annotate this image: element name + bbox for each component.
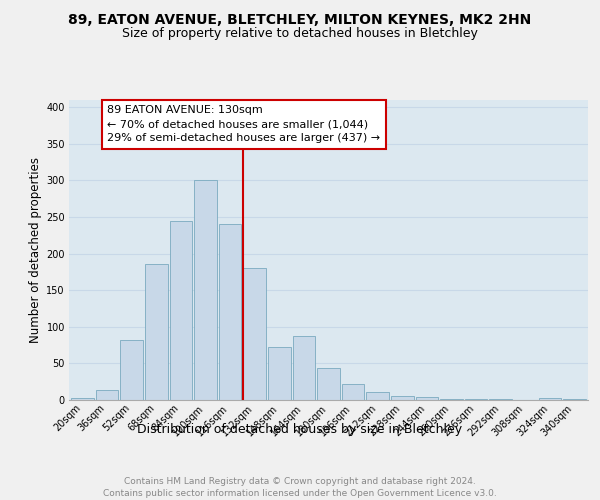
Bar <box>293 336 315 400</box>
Bar <box>219 224 241 400</box>
Bar <box>121 340 143 400</box>
Bar <box>244 268 266 400</box>
Bar <box>416 397 438 400</box>
Bar <box>170 222 192 400</box>
Bar <box>391 396 413 400</box>
Text: Size of property relative to detached houses in Bletchley: Size of property relative to detached ho… <box>122 28 478 40</box>
Bar <box>440 398 463 400</box>
Bar <box>145 264 167 400</box>
Text: Distribution of detached houses by size in Bletchley: Distribution of detached houses by size … <box>137 422 463 436</box>
Bar <box>71 398 94 400</box>
Bar <box>194 180 217 400</box>
Text: 89 EATON AVENUE: 130sqm
← 70% of detached houses are smaller (1,044)
29% of semi: 89 EATON AVENUE: 130sqm ← 70% of detache… <box>107 105 380 143</box>
Bar <box>96 390 118 400</box>
Bar <box>465 398 487 400</box>
Y-axis label: Number of detached properties: Number of detached properties <box>29 157 42 343</box>
Bar <box>317 368 340 400</box>
Bar <box>268 346 290 400</box>
Bar <box>539 398 561 400</box>
Bar <box>367 392 389 400</box>
Text: 89, EATON AVENUE, BLETCHLEY, MILTON KEYNES, MK2 2HN: 89, EATON AVENUE, BLETCHLEY, MILTON KEYN… <box>68 12 532 26</box>
Bar <box>342 384 364 400</box>
Text: Contains HM Land Registry data © Crown copyright and database right 2024.
Contai: Contains HM Land Registry data © Crown c… <box>103 476 497 498</box>
